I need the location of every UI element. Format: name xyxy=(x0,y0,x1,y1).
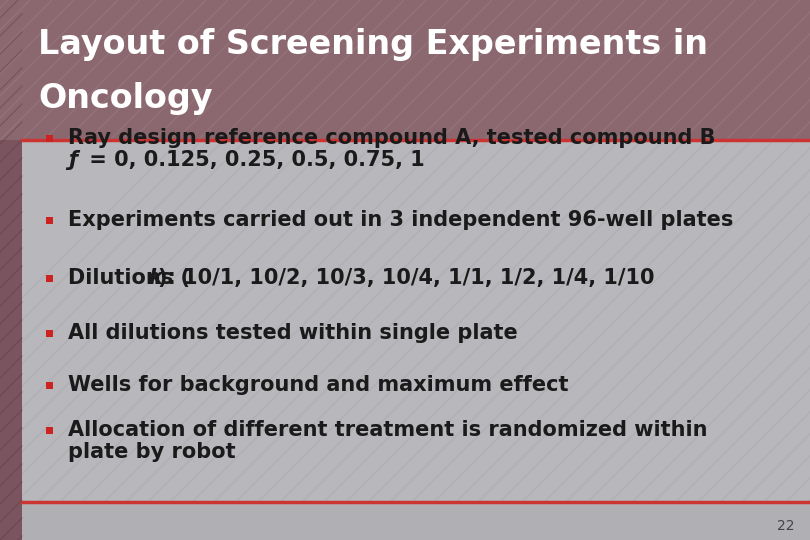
Text: 22: 22 xyxy=(778,519,795,533)
Text: Experiments carried out in 3 independent 96‑well plates: Experiments carried out in 3 independent… xyxy=(68,210,733,230)
Bar xyxy=(46,217,53,224)
Text: k: k xyxy=(148,268,162,288)
Text: = 0, 0.125, 0.25, 0.5, 0.75, 1: = 0, 0.125, 0.25, 0.5, 0.75, 1 xyxy=(82,150,424,170)
Text: plate by robot: plate by robot xyxy=(68,442,236,462)
Text: Dilutions (: Dilutions ( xyxy=(68,268,190,288)
Bar xyxy=(46,381,53,388)
Bar xyxy=(22,502,810,540)
Bar xyxy=(0,140,22,540)
Text: Allocation of different treatment is randomized within: Allocation of different treatment is ran… xyxy=(68,420,707,440)
Text: ): 10/1, 10/2, 10/3, 10/4, 1/1, 1/2, 1/4, 1/10: ): 10/1, 10/2, 10/3, 10/4, 1/1, 1/2, 1/4… xyxy=(158,268,654,288)
Bar xyxy=(46,274,53,281)
Text: Wells for background and maximum effect: Wells for background and maximum effect xyxy=(68,375,569,395)
Text: All dilutions tested within single plate: All dilutions tested within single plate xyxy=(68,323,518,343)
Text: Ray design reference compound A, tested compound B: Ray design reference compound A, tested … xyxy=(68,128,715,148)
Bar xyxy=(0,0,810,140)
Text: Layout of Screening Experiments in: Layout of Screening Experiments in xyxy=(38,28,708,61)
Bar xyxy=(46,134,53,141)
Text: ƒ: ƒ xyxy=(68,150,77,170)
Bar xyxy=(46,329,53,336)
Bar xyxy=(46,427,53,434)
Text: Oncology: Oncology xyxy=(38,82,212,115)
